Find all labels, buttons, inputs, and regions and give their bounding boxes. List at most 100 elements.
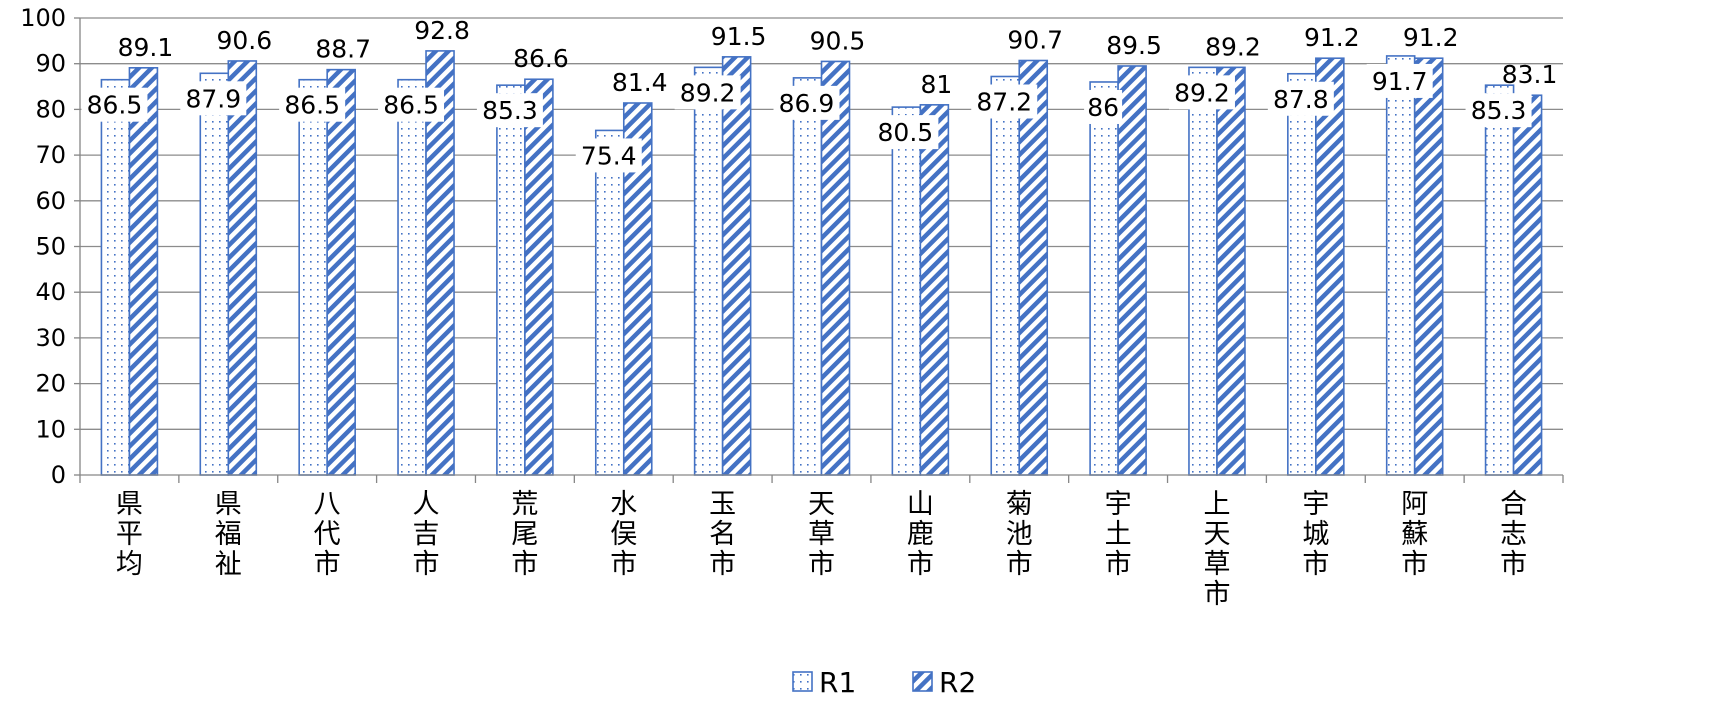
x-category-label: 土 [1105, 519, 1132, 550]
bar-r2 [326, 68, 356, 476]
data-label-r1: 75.4 [581, 141, 637, 170]
x-category-label: 菊 [1006, 489, 1033, 520]
y-tick-label: 60 [35, 187, 66, 215]
bar-r1 [496, 84, 526, 476]
x-category-label: 草 [1203, 549, 1230, 580]
data-label-r1-bg [1168, 75, 1235, 110]
bar-r1 [693, 66, 724, 476]
data-label-r1-bg [674, 75, 741, 110]
y-tick-label: 70 [35, 141, 66, 169]
data-label-r1-bg [1267, 81, 1334, 116]
y-tick-label: 0 [51, 461, 66, 489]
x-category-label: 市 [314, 549, 341, 580]
x-category-label: 均 [116, 549, 143, 580]
data-label-r2: 86.6 [513, 44, 569, 73]
legend-swatch-r2 [912, 671, 933, 692]
data-label-r1: 89.2 [680, 78, 736, 107]
bar-r2 [919, 104, 950, 476]
x-category-label: 八 [314, 489, 341, 520]
bar-r1 [1385, 55, 1416, 476]
x-category-label: 合 [1500, 489, 1527, 520]
x-category-label: 鹿 [907, 519, 934, 550]
x-category-label: 市 [1401, 549, 1428, 580]
data-label-r1-bg [81, 87, 148, 122]
y-tick-label: 100 [20, 4, 66, 32]
x-category-label: 福 [215, 519, 242, 550]
legend: R1 R2 [792, 666, 976, 699]
bar-r1 [990, 75, 1021, 476]
y-tick-label: 50 [35, 233, 66, 261]
x-category-label: 水 [610, 489, 637, 520]
data-label-r1-bg [279, 87, 346, 122]
x-category-label: 山 [907, 489, 934, 520]
data-label-r1-bg [872, 115, 939, 150]
bar-r2 [524, 78, 554, 476]
data-label-r2: 81 [920, 70, 952, 99]
data-label-r1-bg [971, 84, 1038, 119]
bar-r1 [891, 106, 922, 476]
data-label-r2: 83.1 [1502, 60, 1558, 89]
data-label-r1-bg [1084, 89, 1123, 124]
x-category-label: 天 [1203, 519, 1230, 550]
axes: 0102030405060708090100県平均県福祉八代市人吉市荒尾市水俣市… [20, 4, 1564, 610]
data-label-r1-bg [476, 93, 543, 128]
legend-label-r2: R2 [939, 666, 976, 699]
x-category-label: 市 [413, 549, 440, 580]
data-label-r2: 88.7 [315, 35, 371, 64]
x-category-label: 県 [215, 489, 242, 520]
data-label-r2: 92.8 [414, 16, 470, 45]
x-category-label: 代 [314, 519, 341, 550]
data-label-r1: 87.2 [976, 87, 1032, 116]
data-label-r1-bg [378, 87, 445, 122]
bar-r2 [1413, 57, 1444, 476]
data-label-r2: 89.2 [1205, 32, 1261, 61]
bar-r2 [721, 56, 752, 476]
data-label-r1-bg [773, 85, 840, 120]
y-tick-label: 90 [35, 50, 66, 78]
y-tick-label: 20 [35, 370, 66, 398]
x-category-label: 市 [709, 549, 736, 580]
y-tick-label: 40 [35, 278, 66, 306]
data-label-r2: 90.7 [1007, 26, 1063, 55]
x-category-label: 志 [1500, 519, 1527, 550]
x-category-label: 市 [1105, 549, 1132, 580]
x-category-label: 蘇 [1401, 519, 1428, 550]
data-label-r1-bg [180, 81, 247, 116]
x-category-label: 玉 [709, 489, 736, 520]
x-category-label: 市 [1006, 549, 1033, 580]
data-label-r1: 80.5 [878, 118, 934, 147]
x-category-label: 市 [907, 549, 934, 580]
bar-r1 [298, 78, 328, 476]
data-label-r1: 87.8 [1273, 85, 1329, 114]
x-category-label: 城 [1302, 519, 1329, 550]
bar-r2 [1315, 57, 1345, 476]
data-label-r2: 89.5 [1106, 31, 1162, 60]
bar-r2 [227, 60, 258, 476]
bar-r1 [199, 72, 230, 476]
x-category-label: 市 [808, 549, 835, 580]
bar-r1 [792, 77, 823, 476]
x-category-label: 天 [808, 489, 835, 520]
y-tick-label: 10 [35, 415, 66, 443]
x-category-label: 県 [116, 489, 143, 520]
data-label-r1: 91.7 [1372, 67, 1428, 96]
data-label-r1: 86.5 [87, 91, 143, 120]
bar-r1 [100, 78, 131, 476]
y-tick-label: 30 [35, 324, 66, 352]
data-label-r2: 91.2 [1403, 23, 1459, 52]
y-tick-label: 80 [35, 95, 66, 123]
x-category-label: 市 [610, 549, 637, 580]
data-label-r2: 91.5 [711, 22, 767, 51]
x-category-label: 荒 [511, 489, 538, 520]
data-label-r1: 86 [1087, 93, 1119, 122]
data-label-r1-bg [575, 138, 642, 173]
data-label-r2: 89.1 [118, 33, 174, 62]
bar-r1 [1484, 84, 1515, 476]
x-category-label: 池 [1006, 519, 1033, 550]
data-label-r1-bg [1366, 63, 1433, 98]
data-label-r2: 81.4 [612, 68, 668, 97]
x-category-label: 草 [808, 519, 835, 550]
x-category-label: 平 [116, 519, 143, 550]
x-category-label: 俣 [610, 519, 637, 550]
legend-swatch-r1 [792, 671, 813, 692]
